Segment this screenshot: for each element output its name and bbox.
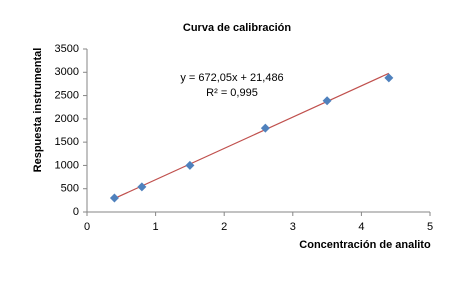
x-tick-label: 2 bbox=[221, 221, 227, 233]
trendline-equation: y = 672,05x + 21,486 bbox=[180, 72, 283, 84]
y-tick-label: 500 bbox=[61, 183, 79, 195]
y-tick-label: 0 bbox=[73, 206, 79, 218]
data-point bbox=[109, 193, 119, 203]
trendline-r2: R² = 0,995 bbox=[206, 87, 258, 99]
y-tick-label: 1000 bbox=[55, 159, 79, 171]
y-tick-label: 3500 bbox=[55, 43, 79, 55]
data-point bbox=[185, 160, 195, 170]
y-tick-label: 1500 bbox=[55, 136, 79, 148]
x-tick-label: 0 bbox=[84, 221, 90, 233]
y-tick-label: 2000 bbox=[55, 113, 79, 125]
x-tick-label: 5 bbox=[427, 221, 433, 233]
x-tick-label: 1 bbox=[153, 221, 159, 233]
x-tick-label: 4 bbox=[358, 221, 364, 233]
x-tick-label: 3 bbox=[290, 221, 296, 233]
data-point bbox=[260, 123, 270, 133]
data-point bbox=[322, 96, 332, 106]
trendline bbox=[114, 72, 390, 200]
y-axis-label: Respuesta instrumental bbox=[32, 48, 44, 173]
chart-title: Curva de calibración bbox=[183, 22, 291, 34]
y-tick-label: 3000 bbox=[55, 66, 79, 78]
data-point bbox=[384, 73, 394, 83]
x-axis-label: Concentración de analito bbox=[299, 239, 431, 251]
y-tick-label: 2500 bbox=[55, 89, 79, 101]
data-point bbox=[137, 182, 147, 192]
